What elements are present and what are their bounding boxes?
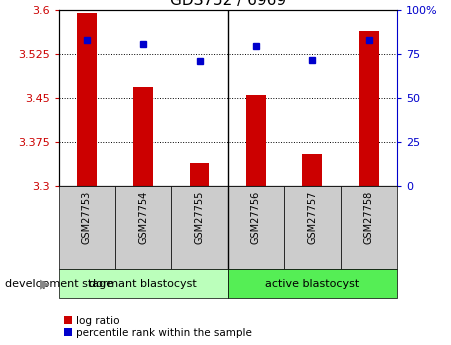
Title: GDS752 / 6969: GDS752 / 6969 [170,0,286,8]
Text: active blastocyst: active blastocyst [265,279,359,289]
Bar [246,96,266,186]
Text: ▶: ▶ [40,277,50,290]
Text: GSM27756: GSM27756 [251,190,261,244]
Bar [228,186,284,269]
Bar [284,186,341,269]
Bar [77,13,97,186]
Text: GSM27755: GSM27755 [194,190,205,244]
Text: GSM27753: GSM27753 [82,190,92,244]
Bar [341,186,397,269]
Bar [303,154,322,186]
Text: GSM27754: GSM27754 [138,190,148,244]
Bar [115,186,171,269]
Bar [359,31,378,186]
Bar [171,186,228,269]
Bar [190,163,209,186]
Text: development stage: development stage [5,279,113,289]
Text: dormant blastocyst: dormant blastocyst [89,279,197,289]
Bar [59,186,115,269]
Bar [59,269,228,298]
Bar [133,87,153,186]
Text: GSM27757: GSM27757 [307,190,318,244]
Legend: log ratio, percentile rank within the sample: log ratio, percentile rank within the sa… [64,316,252,338]
Bar [228,269,397,298]
Text: GSM27758: GSM27758 [364,190,374,244]
